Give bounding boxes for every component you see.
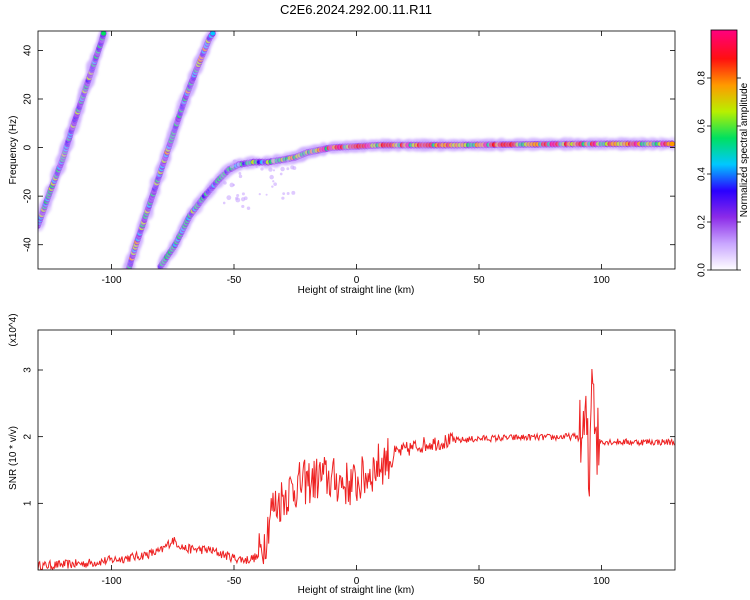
snr-y-tick-label: 2: [23, 433, 34, 439]
heatmap-speckle: [229, 182, 235, 188]
heatmap-core-cell: [669, 141, 675, 147]
heatmap-core-cell: [210, 31, 216, 36]
heatmap-speckle: [236, 193, 240, 197]
snr-y-multiplier: (x10^4): [8, 313, 19, 346]
heatmap-speckle: [258, 193, 261, 196]
heatmap-speckle: [246, 206, 251, 211]
colorbar-gradient: [711, 30, 737, 270]
heatmap-speckle: [272, 169, 276, 172]
heatmap-speckle: [238, 172, 242, 175]
heatmap-y-tick-label: -20: [23, 188, 34, 203]
heatmap-speckle: [241, 204, 245, 209]
heatmap-speckle: [271, 158, 276, 164]
heatmap-speckle: [232, 159, 237, 164]
snr-x-tick-label: 0: [354, 576, 360, 587]
snr-y-tick-label: 1: [23, 500, 34, 506]
heatmap-x-tick-label: 100: [593, 275, 610, 286]
colorbar-tick-label: 0.2: [697, 215, 708, 229]
heatmap-speckle: [222, 201, 226, 205]
heatmap-traces: [38, 31, 675, 269]
heatmap-core-cell: [100, 31, 107, 36]
heatmap-speckle: [272, 180, 275, 183]
heatmap-y-ticks: -40 -20 0 20 40: [23, 44, 675, 252]
heatmap-speckle: [286, 167, 290, 171]
heatmap-speckle: [280, 166, 285, 172]
heatmap-speckle: [232, 183, 236, 187]
colorbar-tick-label: 0.4: [697, 167, 708, 181]
heatmap-y-tick-label: -40: [23, 237, 34, 252]
heatmap-speckle: [282, 192, 286, 196]
heatmap-x-tick-label: 0: [354, 275, 360, 286]
heatmap-speckle: [226, 195, 232, 201]
heatmap-speckle: [265, 193, 268, 196]
snr-y-ticks: 1 2 3: [23, 367, 675, 506]
heatmap-speckle: [279, 172, 283, 176]
heatmap-y-tick-label: 20: [23, 93, 34, 105]
colorbar-tick-label: 0.6: [697, 119, 708, 133]
heatmap-x-tick-label: 50: [473, 275, 485, 286]
heatmap-speckle: [221, 169, 224, 173]
heatmap-y-tick-label: 0: [23, 144, 34, 150]
heatmap-speckle: [229, 163, 235, 169]
heatmap-speckle: [291, 190, 296, 195]
heatmap-speckle: [223, 181, 227, 185]
heatmap-speckle: [241, 192, 245, 196]
snr-plot-area: [38, 368, 675, 570]
colorbar-tick-label: 0.0: [697, 263, 708, 277]
heatmap-speckle: [260, 167, 264, 171]
colorbar: 0.0 0.2 0.4 0.6 0.8 Normalized spectral ampl…: [697, 29, 750, 277]
heatmap-y-tick-label: 40: [23, 44, 34, 56]
snr-x-tick-label: -100: [101, 576, 121, 587]
heatmap-x-axis-label: Height of straight line (km): [298, 285, 415, 296]
heatmap-panel: -100 -50 0 50 100 -40 -20 0 20 40 Height of stra…: [8, 30, 676, 296]
snr-panel: -100 -50 0 50 100 1 2 3 Height of straight lin…: [8, 313, 676, 596]
heatmap-speckle: [269, 174, 274, 180]
heatmap-speckle: [281, 196, 285, 200]
colorbar-label: Normalized spectral amplitude: [739, 82, 750, 217]
snr-x-tick-label: 50: [473, 576, 485, 587]
snr-y-axis-label: SNR (10 * v/v): [8, 426, 19, 490]
heatmap-speckle: [286, 159, 290, 163]
heatmap-speckle: [235, 197, 241, 203]
heatmap-speckle: [236, 162, 242, 167]
colorbar-ticks: 0.0 0.2 0.4 0.6 0.8: [697, 71, 741, 277]
heatmap-y-axis-label: Frequency (Hz): [8, 116, 19, 185]
colorbar-tick-label: 0.8: [697, 71, 708, 85]
heatmap-speckle: [238, 174, 243, 179]
snr-series-line: [38, 368, 675, 570]
heatmap-speckle: [271, 185, 274, 188]
heatmap-x-tick-label: -50: [227, 275, 242, 286]
heatmap-speckle: [268, 167, 273, 172]
heatmap-x-tick-label: -100: [101, 275, 121, 286]
snr-x-axis-label: Height of straight line (km): [298, 585, 415, 596]
snr-frame: [37, 329, 676, 571]
heatmap-speckle: [241, 197, 246, 202]
heatmap-speckle: [273, 182, 277, 186]
colorbar-frame: [710, 29, 738, 271]
heatmap-speckle: [286, 192, 290, 195]
snr-x-ticks: -100 -50 0 50 100: [101, 330, 610, 587]
heatmap-x-ticks: -100 -50 0 50 100: [101, 31, 610, 286]
snr-x-tick-label: 100: [593, 576, 610, 587]
heatmap-speckle: [292, 166, 297, 170]
figure-title: C2E6.2024.292.00.11.R11: [280, 2, 432, 17]
snr-x-tick-label: -50: [227, 576, 242, 587]
snr-y-tick-label: 3: [23, 367, 34, 373]
heatmap-speckle: [255, 165, 258, 169]
